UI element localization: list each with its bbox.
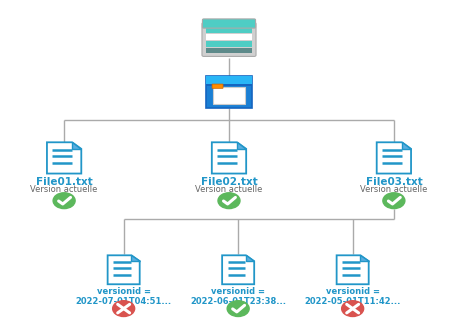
FancyBboxPatch shape <box>206 48 252 53</box>
Circle shape <box>218 193 240 209</box>
Polygon shape <box>246 255 254 261</box>
FancyBboxPatch shape <box>202 22 256 57</box>
Polygon shape <box>212 142 246 174</box>
Text: File01.txt: File01.txt <box>36 177 93 187</box>
Polygon shape <box>360 255 369 261</box>
Text: File03.txt: File03.txt <box>365 177 422 187</box>
FancyBboxPatch shape <box>206 34 252 39</box>
FancyBboxPatch shape <box>206 77 252 108</box>
Circle shape <box>227 301 249 316</box>
Polygon shape <box>402 142 411 149</box>
FancyBboxPatch shape <box>202 19 256 28</box>
Polygon shape <box>376 142 411 174</box>
Text: Version actuelle: Version actuelle <box>30 185 98 194</box>
Polygon shape <box>337 255 369 284</box>
Text: File02.txt: File02.txt <box>201 177 257 187</box>
FancyBboxPatch shape <box>206 84 252 86</box>
Text: Version actuelle: Version actuelle <box>195 185 263 194</box>
Circle shape <box>53 193 75 209</box>
Circle shape <box>113 301 135 316</box>
FancyBboxPatch shape <box>212 84 223 88</box>
Polygon shape <box>72 142 82 149</box>
Text: Version actuelle: Version actuelle <box>360 185 428 194</box>
Polygon shape <box>222 255 254 284</box>
Circle shape <box>342 301 364 316</box>
FancyBboxPatch shape <box>213 87 245 104</box>
Polygon shape <box>108 255 140 284</box>
Polygon shape <box>47 142 82 174</box>
Text: versionid =
2022-05-01T11:42...: versionid = 2022-05-01T11:42... <box>305 287 401 306</box>
Text: versionid =
2022-07-01T04:51...: versionid = 2022-07-01T04:51... <box>76 287 172 306</box>
FancyBboxPatch shape <box>206 25 252 33</box>
FancyBboxPatch shape <box>206 40 252 46</box>
Polygon shape <box>237 142 246 149</box>
FancyBboxPatch shape <box>206 77 252 84</box>
Polygon shape <box>131 255 140 261</box>
Circle shape <box>383 193 405 209</box>
Text: versionid =
2022-06-01T23:38...: versionid = 2022-06-01T23:38... <box>190 287 286 306</box>
